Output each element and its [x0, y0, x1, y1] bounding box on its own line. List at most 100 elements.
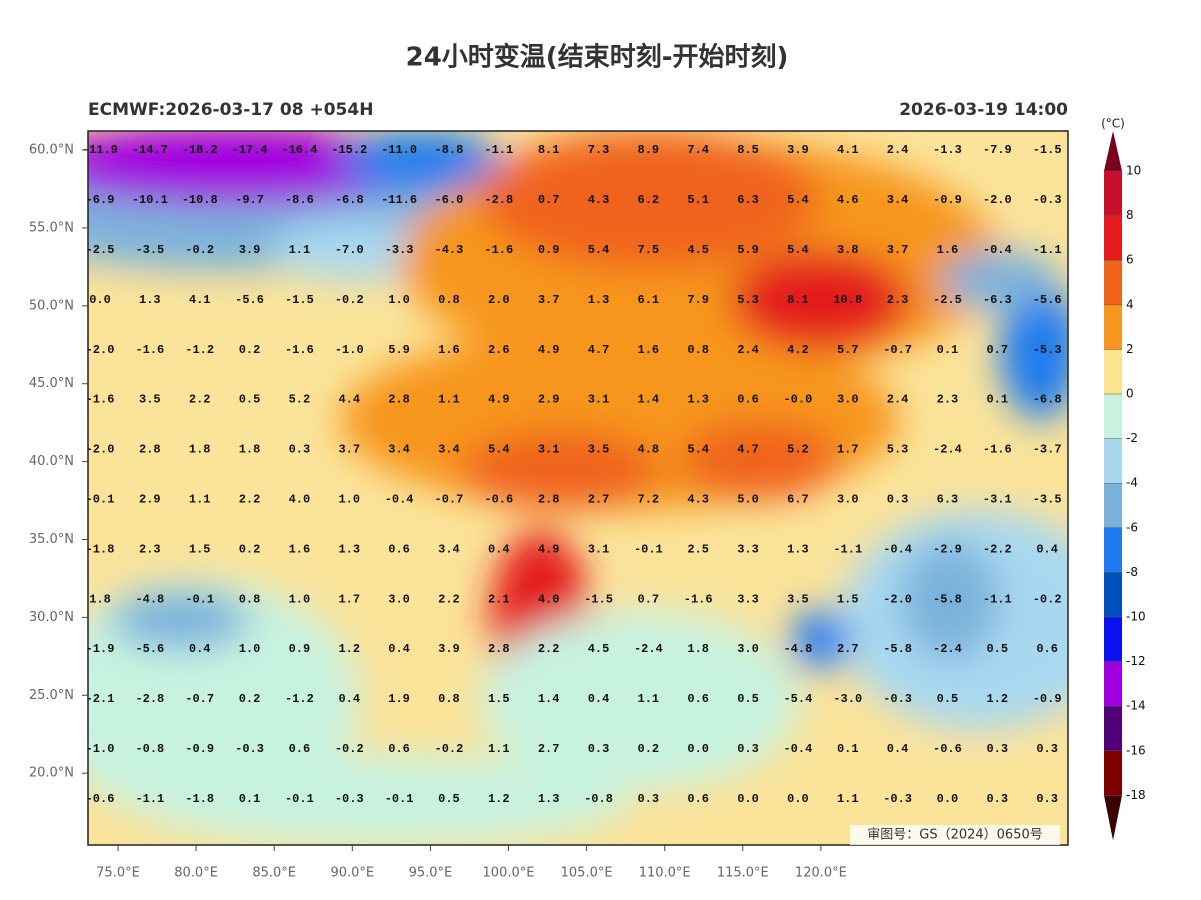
- grid-value: -2.5: [86, 243, 115, 257]
- grid-value: -6.9: [86, 193, 115, 207]
- grid-value: 2.6: [488, 343, 510, 357]
- grid-value: 0.8: [438, 293, 460, 307]
- grid-value: 5.1: [687, 193, 709, 207]
- grid-value: 0.3: [289, 443, 311, 457]
- grid-value: 1.6: [937, 243, 959, 257]
- longitude-label: 80.0°E: [174, 866, 218, 881]
- grid-value: 3.0: [837, 492, 859, 506]
- grid-value: 0.2: [239, 542, 261, 556]
- grid-value: 2.7: [588, 492, 610, 506]
- grid-value: 1.9: [388, 692, 410, 706]
- grid-value: -9.7: [235, 193, 264, 207]
- longitude-label: 85.0°E: [252, 866, 296, 881]
- grid-value: 2.4: [887, 393, 909, 407]
- colorbar-bin: [1104, 171, 1122, 216]
- grid-value: 10.8: [833, 293, 862, 307]
- colorbar-label: -8: [1126, 565, 1138, 579]
- grid-value: 0.4: [488, 542, 510, 556]
- grid-value: 0.3: [986, 742, 1008, 756]
- grid-value: 6.7: [787, 492, 809, 506]
- grid-value: -17.4: [232, 143, 268, 157]
- grid-value: -3.5: [1033, 492, 1062, 506]
- colorbar-label: -14: [1126, 699, 1146, 713]
- grid-value: 0.9: [538, 243, 560, 257]
- axis-labels: 60.0°N 55.0°N 50.0°N 45.0°N 40.0°N 35.0°N 30.0…: [29, 143, 847, 881]
- grid-value: 0.7: [638, 592, 660, 606]
- grid-value: 1.3: [787, 542, 809, 556]
- grid-value: 0.4: [887, 742, 909, 756]
- grid-value: 5.0: [737, 492, 759, 506]
- colorbar-bin: [1104, 661, 1122, 707]
- colorbar-bin: [1104, 215, 1122, 261]
- grid-value: -2.2: [983, 542, 1012, 556]
- grid-value: 4.7: [737, 443, 759, 457]
- grid-value: 2.7: [837, 642, 859, 656]
- grid-value: 5.9: [388, 343, 410, 357]
- grid-value: 2.8: [538, 492, 560, 506]
- grid-value: -5.4: [783, 692, 812, 706]
- grid-value: 0.3: [588, 742, 610, 756]
- grid-value: 0.8: [687, 343, 709, 357]
- grid-value: 0.5: [438, 792, 460, 806]
- grid-value: 1.8: [687, 642, 709, 656]
- grid-value: -0.1: [634, 542, 663, 556]
- grid-value: 0.2: [239, 692, 261, 706]
- grid-value: -1.1: [135, 792, 164, 806]
- grid-value: -1.8: [86, 542, 115, 556]
- grid-value: -0.2: [1033, 592, 1062, 606]
- colorbar-label: -6: [1126, 520, 1138, 534]
- grid-value: 2.9: [538, 393, 560, 407]
- longitude-label: 95.0°E: [409, 866, 453, 881]
- grid-value: 2.4: [737, 343, 759, 357]
- grid-value: 0.3: [737, 742, 759, 756]
- grid-value: 0.8: [438, 692, 460, 706]
- grid-value: -1.0: [335, 343, 364, 357]
- grid-value: 1.2: [488, 792, 510, 806]
- grid-values: -11.9 -14.7 -18.2 -17.4 -16.4 -15.2 -11.0 -8.8 -…: [82, 143, 1062, 806]
- grid-value: 3.7: [338, 443, 360, 457]
- grid-value: 7.5: [638, 243, 660, 257]
- temperature-field: [88, 131, 1068, 845]
- grid-value: 2.2: [239, 492, 261, 506]
- grid-value: -6.3: [983, 293, 1012, 307]
- colorbar-label: -4: [1126, 476, 1138, 490]
- colorbar-bin: [1104, 750, 1122, 796]
- grid-value: -1.1: [983, 592, 1012, 606]
- grid-value: -0.7: [883, 343, 912, 357]
- colorbar-unit: (°C): [1101, 117, 1125, 131]
- grid-value: 1.3: [139, 293, 161, 307]
- grid-value: -5.3: [1033, 343, 1062, 357]
- grid-value: -1.6: [135, 343, 164, 357]
- grid-value: 3.9: [787, 143, 809, 157]
- grid-value: 3.0: [737, 642, 759, 656]
- grid-value: 0.5: [937, 692, 959, 706]
- grid-value: 0.1: [986, 393, 1008, 407]
- grid-value: -6.8: [1033, 393, 1062, 407]
- grid-value: 0.6: [687, 792, 709, 806]
- grid-value: 1.6: [438, 343, 460, 357]
- colorbar-label: -16: [1126, 743, 1146, 757]
- grid-value: 0.5: [239, 393, 261, 407]
- colorbar-bin: [1104, 527, 1122, 573]
- grid-value: -0.9: [1033, 692, 1062, 706]
- grid-value: 0.3: [887, 492, 909, 506]
- grid-value: -6.8: [335, 193, 364, 207]
- grid-value: 1.0: [289, 592, 311, 606]
- longitude-label: 75.0°E: [96, 866, 140, 881]
- grid-value: -1.9: [86, 642, 115, 656]
- grid-value: 1.1: [638, 692, 660, 706]
- grid-value: -1.1: [1033, 243, 1062, 257]
- colorbar-bin: [1104, 304, 1122, 350]
- grid-value: 1.6: [638, 343, 660, 357]
- grid-value: -0.0: [783, 393, 812, 407]
- grid-value: 0.6: [388, 542, 410, 556]
- grid-value: 1.2: [338, 642, 360, 656]
- grid-value: -3.5: [135, 243, 164, 257]
- grid-value: -2.8: [135, 692, 164, 706]
- grid-value: 3.3: [737, 542, 759, 556]
- grid-value: -0.7: [185, 692, 214, 706]
- grid-value: 2.2: [538, 642, 560, 656]
- grid-value: -2.5: [933, 293, 962, 307]
- grid-value: 0.3: [986, 792, 1008, 806]
- grid-value: 0.3: [638, 792, 660, 806]
